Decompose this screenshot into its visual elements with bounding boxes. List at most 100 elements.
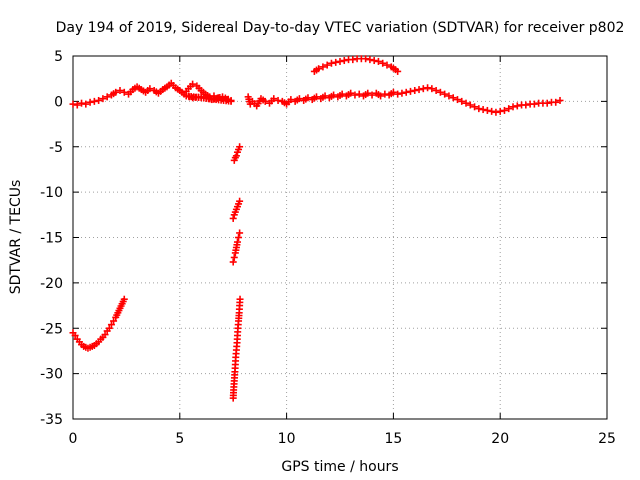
x-tick-label: 5 [175,431,184,447]
x-tick-label: 25 [598,431,616,447]
data-point [82,100,90,108]
data-point [488,107,496,115]
data-point [185,93,193,101]
data-point [347,89,355,97]
data-point [419,85,427,93]
data-point [415,86,423,94]
series-steep-4 [229,295,244,402]
data-point [327,59,335,67]
data-point [398,89,406,97]
y-tick-label: -10 [40,185,63,201]
data-point [543,99,551,107]
data-point [436,88,444,96]
x-tick-label: 10 [278,431,296,447]
data-point [73,101,81,109]
data-point [315,65,323,73]
y-tick-label: -30 [40,367,63,383]
data-point [232,152,240,160]
series-steep-3 [229,229,244,266]
data-point [355,90,363,98]
data-point [274,96,282,104]
data-point [340,57,348,65]
series-afternoon-arc [310,55,402,75]
series-morning-band [69,79,235,109]
data-point [496,107,504,115]
data-point [432,86,440,94]
data-point [458,97,466,105]
series-steep-1 [230,143,244,164]
y-tick-label: -20 [40,276,63,292]
data-point [319,63,327,71]
series-midday-band [244,84,564,116]
y-axis-label: SDTVAR / TECUs [8,180,24,295]
data-point [370,57,378,65]
data-point [236,295,244,303]
x-tick-label: 0 [69,431,78,447]
data-point [453,96,461,104]
data-point [402,88,410,96]
data-point [332,58,340,66]
y-tick-label: 0 [54,94,63,110]
data-point [287,96,295,104]
data-point [374,57,382,65]
data-point [466,101,474,109]
data-point [99,95,107,103]
data-point [475,105,483,113]
data-point [483,106,491,114]
data-point [349,56,357,64]
data-point [230,253,238,261]
data-point [233,238,241,246]
data-point [103,93,111,101]
x-tick-label: 20 [491,431,509,447]
data-point [500,106,508,114]
y-tick-label: -5 [49,140,63,156]
chart-title: Day 194 of 2019, Sidereal Day-to-day VTE… [56,20,625,36]
series-early-dip [69,295,128,352]
data-point [445,92,453,100]
data-point [351,91,359,99]
y-tick-label: -15 [40,231,63,247]
data-point [389,88,397,96]
axis-ticks [72,55,608,420]
data-point [377,92,385,100]
data-point [229,214,237,222]
y-tick-label: 5 [54,49,63,65]
data-point [236,143,244,151]
data-point [101,331,109,339]
data-point [78,99,86,107]
data-point [236,229,244,237]
data-point [471,103,479,111]
data-point [381,90,389,98]
data-point [182,92,190,100]
data-point [107,321,115,329]
data-point [428,85,436,93]
data-point [513,102,521,110]
data-point [229,258,237,266]
data-point [379,59,387,67]
data-point [227,96,235,104]
data-point [522,101,530,109]
data-point [71,332,79,340]
data-point [304,94,312,102]
data-point [235,234,243,241]
data-point [86,98,94,106]
data-point [462,99,470,107]
data-point [505,105,513,113]
data-point [116,86,124,94]
data-point [449,94,457,102]
x-tick-label: 15 [384,431,402,447]
data-point [383,61,391,69]
data-point [120,88,128,96]
data-point [112,88,120,96]
data-point [441,90,449,98]
data-point [411,86,419,94]
data-point [110,317,118,325]
data-point [509,103,517,111]
data-points [69,55,564,402]
data-point [120,295,128,303]
data-point [424,84,432,92]
x-tick-labels: 0 5 10 15 20 25 [69,431,616,447]
x-axis-label: GPS time / hours [281,459,398,475]
data-point [492,108,500,116]
